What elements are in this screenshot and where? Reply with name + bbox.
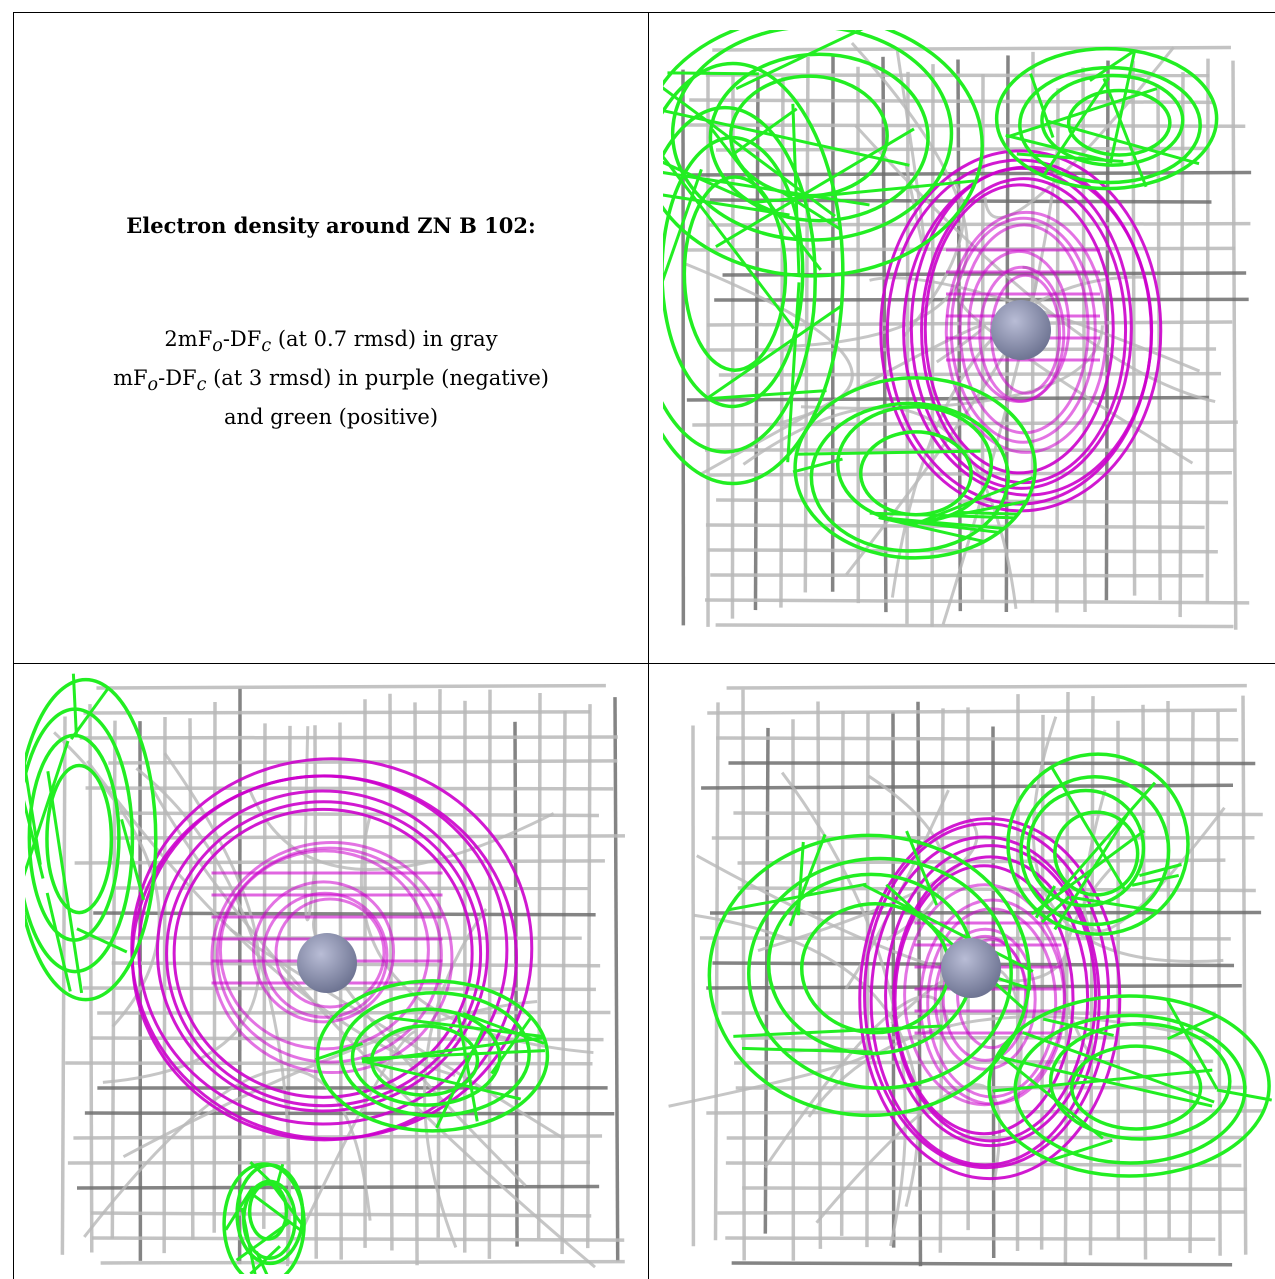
positive-density-mesh bbox=[707, 752, 1273, 1178]
figure-table bbox=[13, 12, 1275, 1279]
density-map-svg bbox=[668, 683, 1273, 1267]
density-view-top-right bbox=[663, 30, 1275, 637]
table-divider-horizontal bbox=[13, 663, 1275, 664]
caption-line-1: 2mFo-DFc (at 0.7 rmsd) in gray bbox=[164, 327, 498, 357]
zinc-atom bbox=[941, 938, 1001, 998]
caption-cell: Electron density around ZN B 102: 2mFo-D… bbox=[14, 13, 648, 663]
density-view-bottom-right bbox=[663, 668, 1275, 1274]
density-map-svg bbox=[663, 30, 1252, 630]
density-map-svg bbox=[25, 673, 625, 1274]
density-view-bottom-left bbox=[25, 668, 637, 1274]
positive-density-mesh bbox=[663, 30, 1219, 560]
caption-title: Electron density around ZN B 102: bbox=[126, 213, 536, 238]
positive-density-mesh bbox=[25, 673, 550, 1274]
caption-line-3: and green (positive) bbox=[223, 405, 439, 430]
negative-density-mesh bbox=[130, 757, 534, 1142]
table-divider-vertical bbox=[648, 12, 649, 1279]
zinc-atom bbox=[297, 933, 357, 993]
zinc-atom bbox=[991, 300, 1051, 360]
caption-line-2: mFo-DFc (at 3 rmsd) in purple (negative) bbox=[113, 366, 549, 396]
caption-body: 2mFo-DFc (at 0.7 rmsd) in gray mFo-DFc (… bbox=[14, 323, 648, 433]
